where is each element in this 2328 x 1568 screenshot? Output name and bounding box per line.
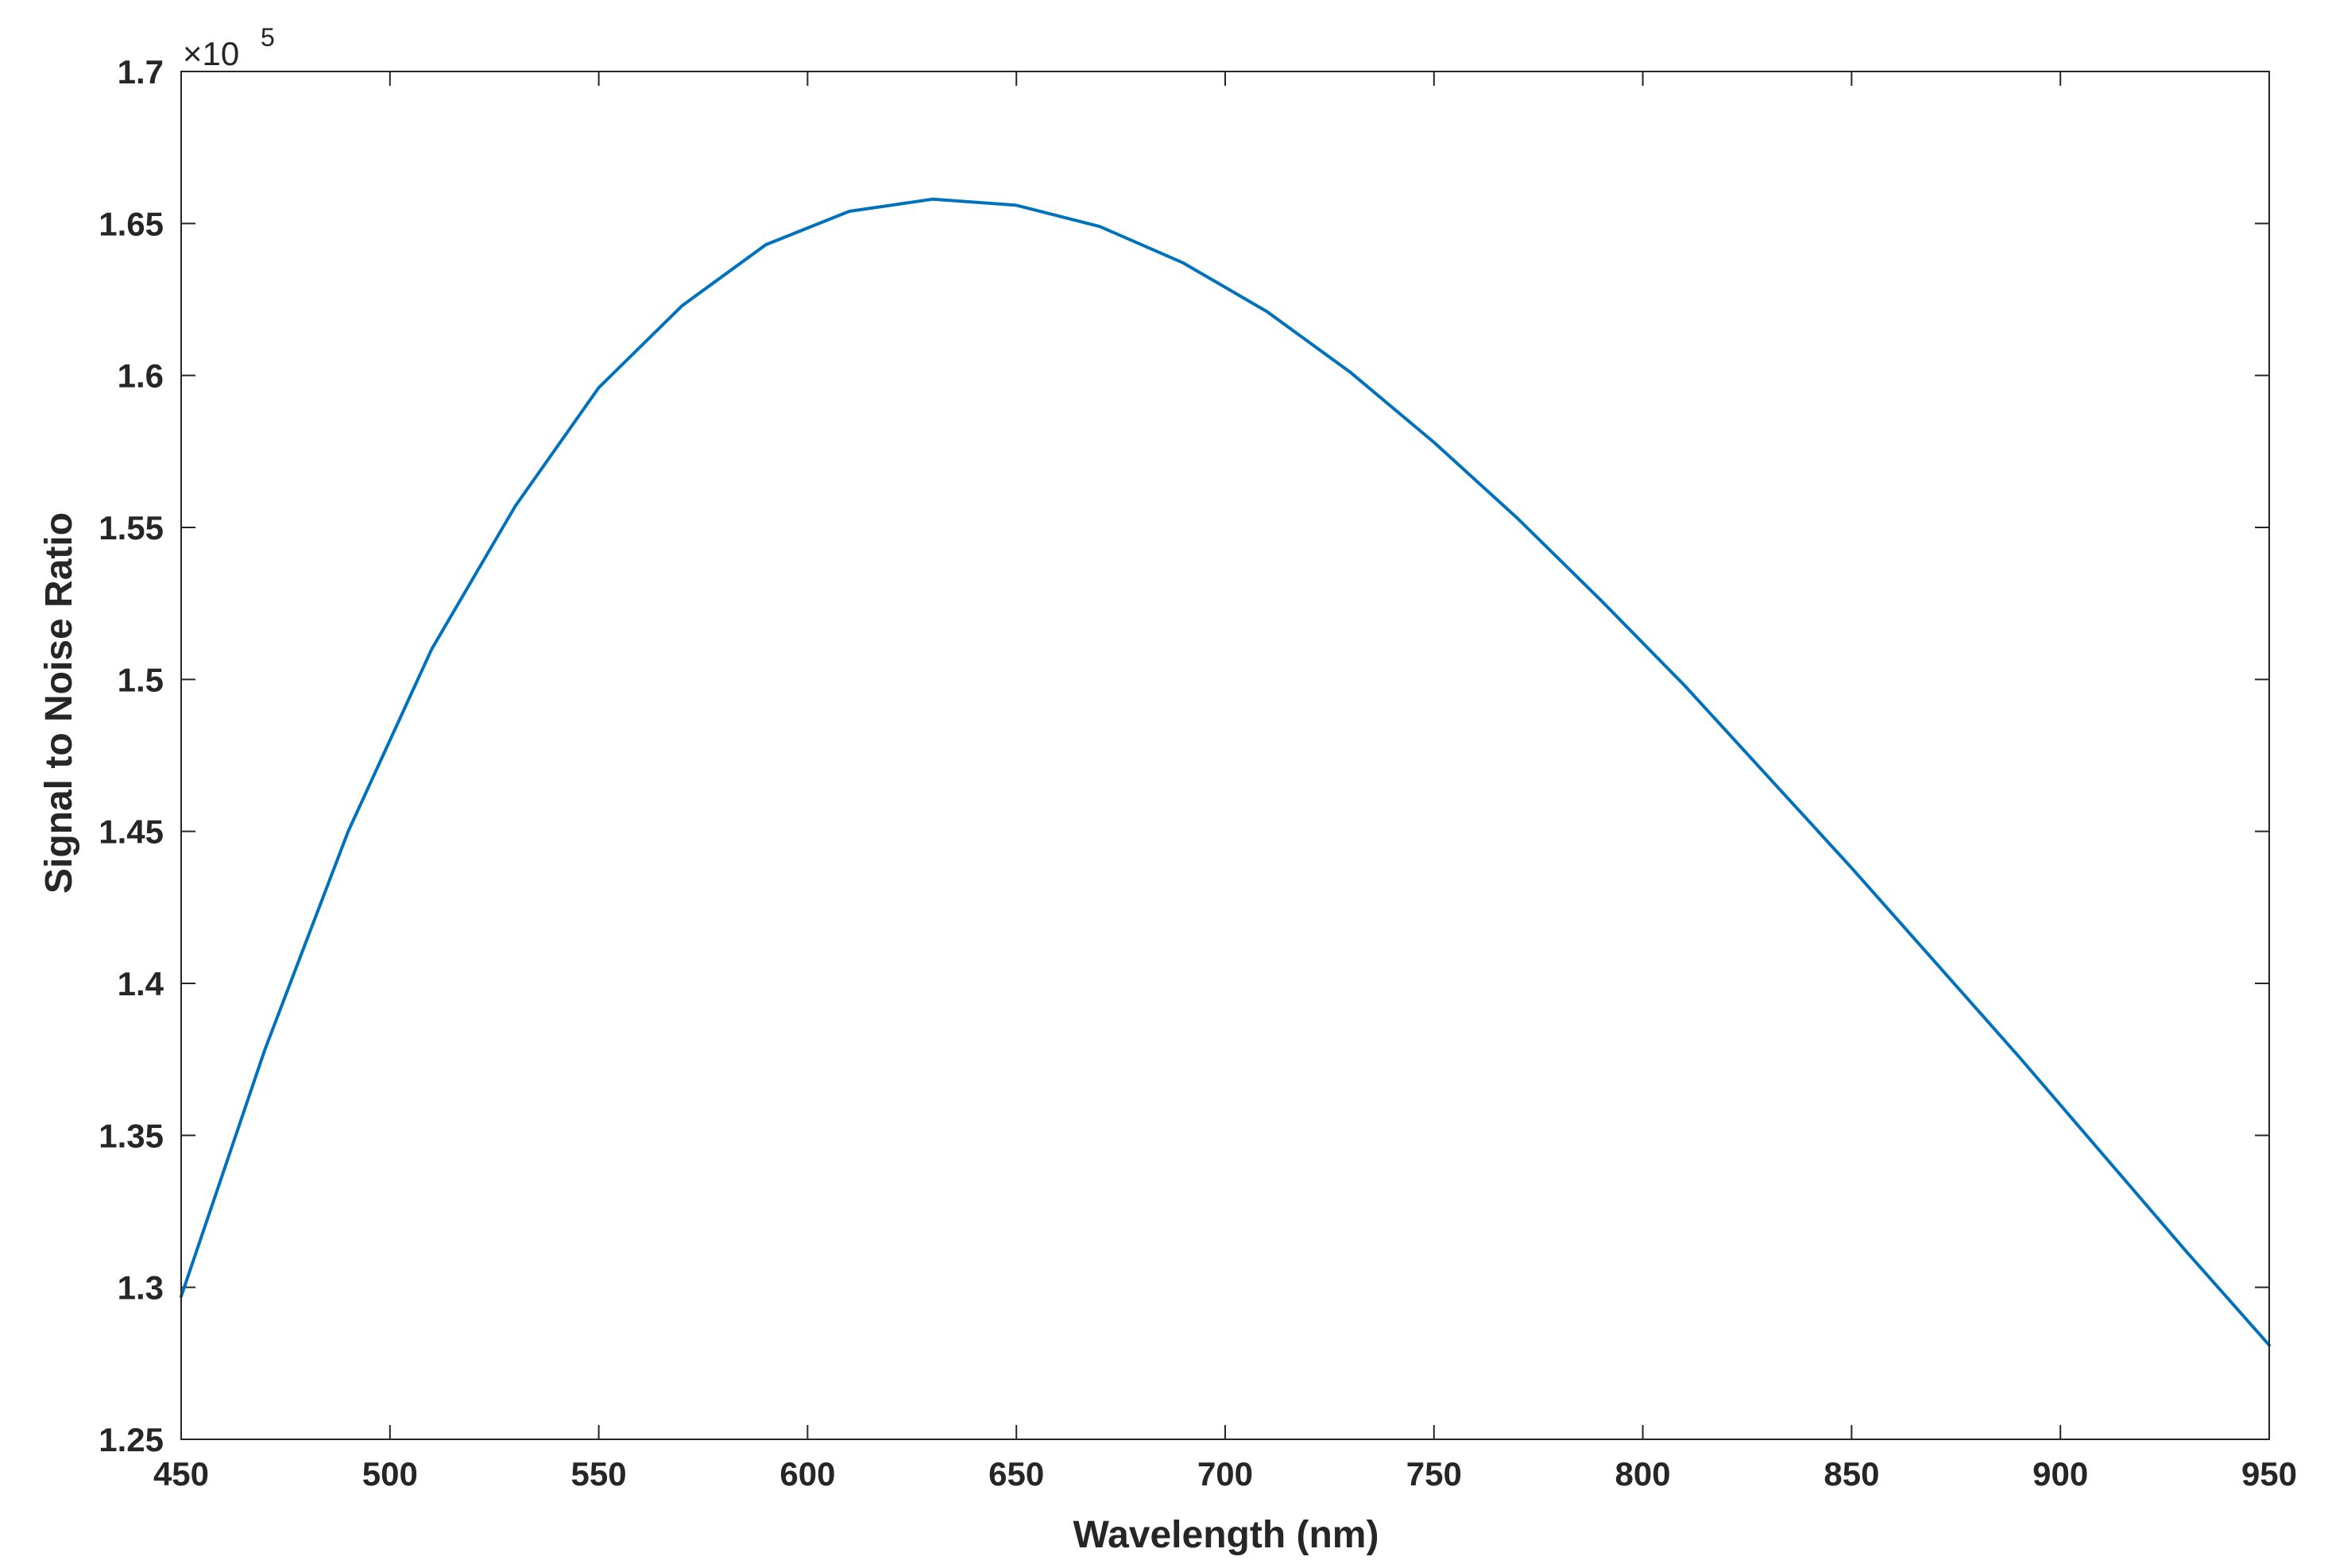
x-tick-label: 700 xyxy=(1197,1455,1253,1493)
series-line xyxy=(180,197,2271,1347)
x-tick-label: 900 xyxy=(2032,1455,2088,1493)
x-tick-label: 800 xyxy=(1615,1455,1671,1493)
plot-area xyxy=(181,71,2269,1439)
y-axis-label: Signal to Noise Ratio xyxy=(38,512,80,894)
x-tick-label: 550 xyxy=(571,1455,627,1493)
y-tick-label: 1.25 xyxy=(99,1421,164,1458)
x-tick-label: 500 xyxy=(362,1455,418,1493)
x-tick-label: 750 xyxy=(1406,1455,1462,1493)
y-tick-label: 1.35 xyxy=(99,1117,164,1154)
y-tick-label: 1.6 xyxy=(118,357,164,395)
series-layer xyxy=(180,197,2271,1347)
y-tick-label: 1.3 xyxy=(118,1269,164,1307)
x-tick-label: 450 xyxy=(153,1455,209,1493)
y-tick-label: 1.7 xyxy=(118,53,164,91)
y-exponent-base: ×10 xyxy=(183,35,239,72)
y-tick-labels: 1.25 1.3 1.35 1.4 1.45 1.5 1.55 1.6 1.65 1.7 xyxy=(99,53,164,1458)
y-tick-label: 1.4 xyxy=(118,965,164,1002)
plot-box xyxy=(180,71,2270,1440)
x-tick-labels: 450 500 550 600 650 700 750 800 850 900 950 xyxy=(153,1455,2297,1493)
x-tick-label: 950 xyxy=(2241,1455,2297,1493)
y-tick-label: 1.5 xyxy=(118,661,164,698)
y-exponent: ×10 5 xyxy=(183,23,275,72)
y-tick-label: 1.65 xyxy=(99,205,164,242)
y-tick-label: 1.55 xyxy=(99,509,164,546)
x-tick-label: 600 xyxy=(779,1455,835,1493)
x-axis-label: Wavelength (nm) xyxy=(1073,1514,1379,1556)
x-tick-label: 850 xyxy=(1823,1455,1879,1493)
y-exponent-power: 5 xyxy=(261,23,275,52)
y-tick-label: 1.45 xyxy=(99,813,164,851)
x-tick-label: 650 xyxy=(988,1455,1044,1493)
